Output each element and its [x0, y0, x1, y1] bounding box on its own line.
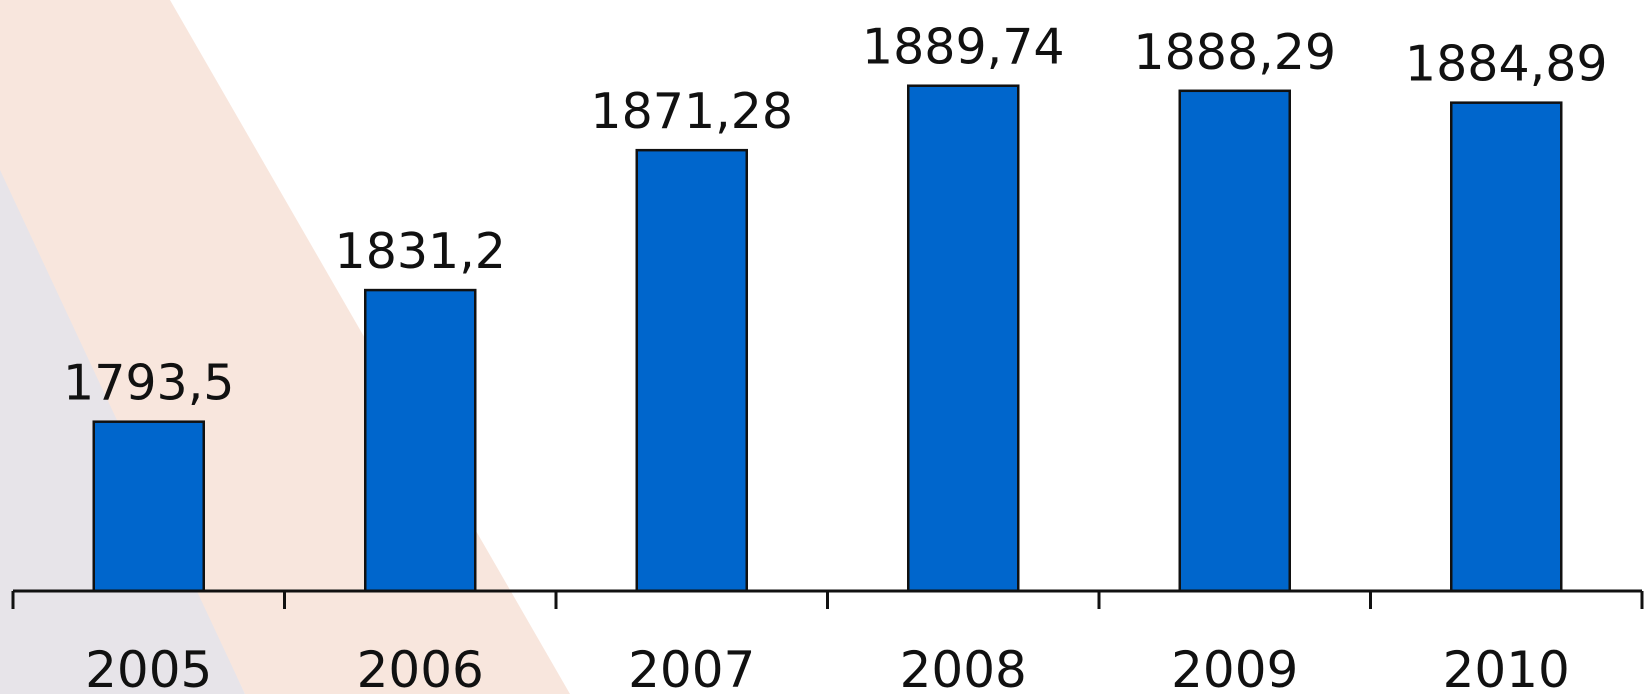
- bar-2008: [907, 84, 1020, 593]
- bar-2009: [1178, 89, 1291, 593]
- bar-2010: [1450, 101, 1563, 593]
- bar-2007: [635, 148, 748, 593]
- bars: [92, 84, 1563, 593]
- value-label-2010: 1884,89: [1405, 36, 1608, 93]
- value-label-2007: 1871,28: [590, 83, 793, 140]
- value-label-2006: 1831,2: [335, 223, 506, 280]
- bar-2005: [92, 420, 205, 593]
- category-labels: 2005 2006 2007 2008 2009 2010: [85, 641, 1570, 694]
- value-label-2008: 1889,74: [862, 19, 1065, 76]
- bar-2006: [364, 288, 477, 593]
- category-label-2010: 2010: [1443, 641, 1570, 694]
- value-labels: 1793,5 1831,2 1871,28 1889,74 1888,29 1884,89: [63, 19, 1608, 412]
- value-label-2009: 1888,29: [1133, 24, 1336, 81]
- category-label-2008: 2008: [900, 641, 1027, 694]
- category-label-2006: 2006: [357, 641, 484, 694]
- category-label-2009: 2009: [1171, 641, 1298, 694]
- x-axis-ticks: [11, 591, 1644, 609]
- category-label-2005: 2005: [85, 641, 212, 694]
- category-label-2007: 2007: [628, 641, 755, 694]
- value-label-2005: 1793,5: [63, 355, 234, 412]
